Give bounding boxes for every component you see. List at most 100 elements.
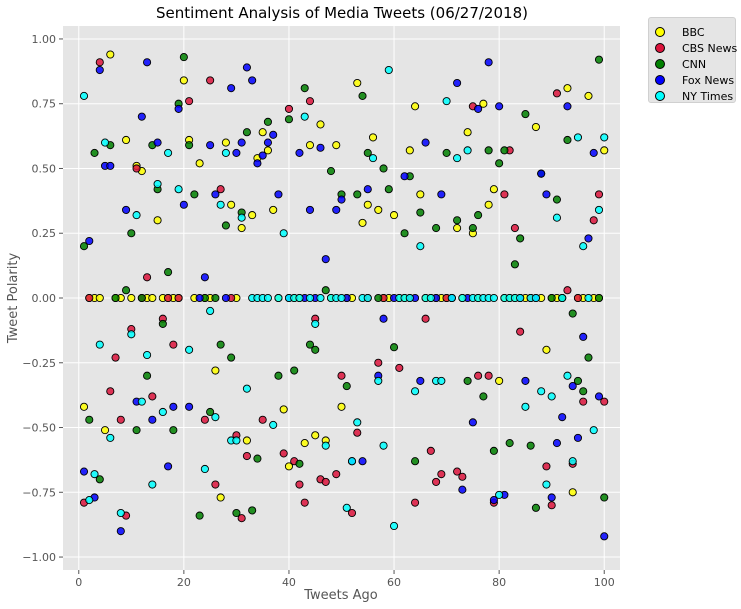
point-ny-times [116, 508, 125, 518]
point-cbs-news [116, 415, 125, 424]
point-bbc [405, 146, 414, 155]
point-bbc [127, 293, 136, 303]
point-cnn [489, 446, 498, 455]
point-cnn [384, 185, 393, 194]
point-bbc [453, 224, 462, 233]
point-ny-times [311, 319, 320, 328]
legend-marker-fox-news [655, 75, 665, 85]
point-bbc [332, 141, 341, 150]
point-ny-times [316, 293, 325, 303]
point-fox-news [200, 273, 209, 282]
point-cnn [505, 439, 514, 448]
point-bbc [389, 211, 399, 220]
point-ny-times [216, 200, 225, 209]
point-fox-news [489, 496, 498, 505]
point-bbc [106, 50, 115, 59]
y-tick-label: −0.25 [22, 357, 56, 370]
point-ny-times [442, 97, 451, 106]
point-ny-times [232, 436, 241, 445]
point-bbc [221, 138, 230, 147]
point-cnn [85, 415, 94, 424]
point-fox-news [458, 485, 467, 494]
point-cnn [358, 91, 367, 100]
point-cnn [363, 148, 372, 157]
point-bbc [374, 205, 383, 214]
point-fox-news [468, 418, 477, 427]
point-fox-news [305, 205, 315, 214]
point-ny-times [453, 154, 462, 163]
data-points [79, 50, 609, 541]
point-bbc [100, 426, 110, 435]
point-cbs-news [216, 185, 225, 194]
point-ny-times [552, 213, 561, 222]
point-ny-times [95, 340, 104, 349]
point-ny-times [300, 112, 309, 121]
point-ny-times [447, 293, 456, 303]
point-fox-news [153, 138, 162, 147]
point-cnn [305, 340, 315, 349]
point-bbc [353, 78, 362, 88]
point-ny-times [274, 293, 283, 303]
point-cnn [521, 110, 530, 119]
point-cbs-news [594, 190, 604, 199]
point-fox-news [542, 190, 551, 199]
point-cnn [311, 345, 320, 354]
point-ny-times [384, 65, 393, 75]
point-cnn [463, 376, 472, 385]
point-fox-news [400, 172, 409, 181]
legend-label-bbc: BBC [682, 25, 705, 39]
point-bbc [242, 436, 251, 445]
point-fox-news [552, 439, 561, 448]
point-cnn [495, 159, 504, 168]
point-fox-news [600, 532, 609, 541]
point-cnn [531, 503, 540, 512]
point-cnn [547, 293, 556, 303]
point-cbs-news [432, 477, 441, 486]
point-cnn [500, 146, 509, 155]
point-ny-times [127, 330, 136, 339]
point-fox-news [185, 402, 194, 411]
point-bbc [416, 190, 425, 199]
point-cnn [573, 376, 583, 385]
point-bbc [216, 493, 225, 502]
point-fox-news [227, 84, 236, 93]
point-cnn [295, 459, 304, 468]
point-cnn [290, 366, 299, 375]
point-fox-news [195, 293, 204, 303]
point-ny-times [579, 242, 588, 251]
legend-label-fox-news: Fox News [682, 73, 735, 87]
point-cnn [442, 148, 451, 157]
point-fox-news [164, 462, 173, 471]
legend-marker-cnn [655, 59, 665, 69]
point-cnn [232, 508, 241, 518]
point-cnn [164, 268, 173, 277]
legend-item-cnn: CNN [655, 57, 706, 71]
point-ny-times [337, 293, 346, 303]
point-fox-news [106, 161, 115, 170]
point-cbs-news [474, 371, 483, 380]
point-cbs-news [542, 462, 551, 471]
point-cnn [374, 293, 383, 303]
point-cbs-news [242, 451, 251, 461]
point-cnn [90, 148, 99, 157]
point-fox-news [594, 392, 604, 401]
point-cbs-news [169, 340, 178, 349]
point-cnn [158, 319, 167, 328]
point-cnn [143, 371, 152, 380]
point-cnn [169, 426, 178, 435]
point-bbc [484, 200, 493, 209]
point-cbs-news [395, 363, 404, 372]
point-cbs-news [458, 472, 467, 481]
point-cnn [389, 343, 399, 352]
point-cbs-news [85, 293, 94, 303]
point-ny-times [174, 185, 183, 194]
legend-label-cbs-news: CBS News [682, 41, 738, 55]
point-ny-times [200, 464, 209, 474]
point-cnn [474, 211, 483, 220]
point-fox-news [416, 376, 425, 385]
point-fox-news [269, 130, 278, 139]
x-tick-label: 60 [387, 576, 401, 589]
point-bbc [179, 76, 188, 85]
x-tick-label: 0 [75, 576, 82, 589]
point-bbc [531, 122, 540, 132]
